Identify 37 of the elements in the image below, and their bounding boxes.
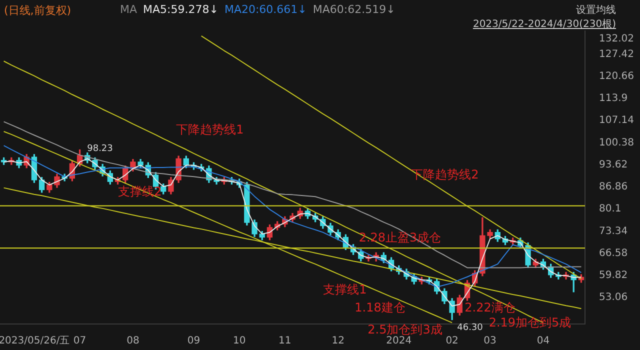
- y-tick-label: 127.42: [599, 48, 634, 60]
- x-tick-label: 08: [126, 336, 140, 347]
- annotation: 支撑线1: [323, 282, 367, 298]
- y-tick-label: 86.86: [599, 182, 628, 193]
- annotation: 46.30: [457, 323, 483, 333]
- x-tick-label: 03: [484, 336, 496, 347]
- y-tick-label: 120.66: [599, 70, 634, 82]
- x-tick-label: 09: [187, 336, 200, 347]
- annotation: 98.23: [87, 144, 113, 154]
- x-tick-label: 10: [232, 336, 246, 347]
- y-tick-label: 80.1: [599, 204, 622, 215]
- x-tick-label: 11: [278, 336, 292, 347]
- y-tick-label: 66.58: [599, 248, 628, 259]
- x-tick-label: 04: [536, 336, 550, 347]
- y-tick-label: 100.38: [599, 137, 634, 148]
- legend-title: MA: [120, 3, 138, 16]
- y-tick-label: 107.14: [599, 115, 634, 126]
- text: 设置均线: [576, 4, 616, 17]
- annotation: 2.5加仓到3成: [368, 322, 442, 336]
- annotation: 下降趋势线1: [176, 122, 244, 138]
- text: MA5:59.278↓: [143, 3, 218, 16]
- y-tick-label: 113.9: [599, 93, 628, 104]
- chart-subtitle: 2023/5/22-2024/4/30(230根): [472, 18, 616, 31]
- annotation: 1.18建仓: [354, 300, 406, 316]
- x-tick-label: 2024: [386, 336, 412, 347]
- x-tick-label: 12: [332, 336, 344, 347]
- text: MA20:60.661↓: [224, 3, 307, 16]
- text: MA60:62.519↓: [312, 3, 396, 16]
- y-tick-label: 59.82: [599, 270, 628, 282]
- annotation: 2.19加仓到5成: [488, 314, 572, 332]
- y-tick-label: 93.62: [599, 159, 628, 170]
- y-tick-label: 73.34: [599, 226, 628, 237]
- y-tick-label: 53.06: [599, 292, 628, 304]
- y-tick-label: 132.02: [599, 34, 634, 45]
- x-tick-label: 02: [446, 336, 458, 347]
- chart-title: (日线,前复权): [4, 3, 72, 18]
- x-tick-label: 07: [73, 336, 86, 347]
